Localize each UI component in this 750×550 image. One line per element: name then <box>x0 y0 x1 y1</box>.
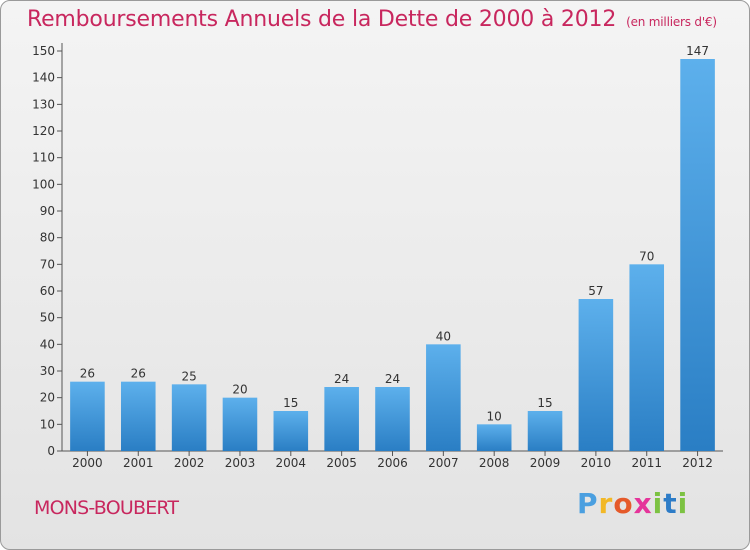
proxiti-logo: Proxiti <box>577 487 688 520</box>
logo-letter: o <box>613 487 634 520</box>
data-label: 57 <box>588 284 603 298</box>
y-tick-label: 130 <box>32 97 55 111</box>
data-label: 40 <box>436 329 451 343</box>
bar <box>426 344 461 451</box>
data-label: 70 <box>639 249 654 263</box>
bar <box>273 411 309 451</box>
data-label: 24 <box>334 372 349 386</box>
logo-letter: x <box>633 487 653 520</box>
bar <box>476 424 512 451</box>
y-tick-label: 60 <box>40 284 55 298</box>
x-tick-label: 2005 <box>326 456 357 470</box>
bar <box>375 387 410 451</box>
axes: 0 10 20 30 40 50 60 70 80 90 100 110 120 130 140 150 200… <box>32 43 723 470</box>
x-tick-label: 2009 <box>530 456 561 470</box>
x-tick-label: 2002 <box>174 456 205 470</box>
x-tick-label: 2011 <box>631 456 662 470</box>
bars <box>70 59 715 451</box>
data-label: 24 <box>385 372 400 386</box>
y-tick-label: 0 <box>47 444 55 458</box>
logo-letter: t <box>663 487 678 520</box>
bar <box>70 381 105 451</box>
chart-title: Remboursements Annuels de la Dette de 20… <box>27 7 717 32</box>
data-label: 15 <box>537 396 552 410</box>
y-tick-label: 50 <box>40 311 55 325</box>
x-tick-label: 2008 <box>479 456 510 470</box>
y-tick-label: 90 <box>40 204 55 218</box>
data-label: 20 <box>232 383 247 397</box>
chart-subtitle: (en milliers d'€) <box>626 15 717 29</box>
bar <box>578 299 614 451</box>
logo-letter: P <box>577 487 599 520</box>
data-label: 25 <box>181 369 196 383</box>
y-tick-label: 150 <box>32 44 55 58</box>
x-tick-label: 2007 <box>428 456 459 470</box>
bar <box>680 59 715 451</box>
x-tick-label: 2000 <box>72 456 103 470</box>
bar <box>527 411 563 451</box>
logo-letter: i <box>677 487 689 520</box>
bar <box>120 381 156 451</box>
data-label: 26 <box>131 367 146 381</box>
y-tick-label: 140 <box>32 71 55 85</box>
data-label: 15 <box>283 396 298 410</box>
data-label: 26 <box>80 367 95 381</box>
value-labels: 26 26 25 20 15 24 24 40 10 15 57 70 147 <box>80 44 709 423</box>
x-tick-label: 2004 <box>276 456 307 470</box>
x-tick-label: 2010 <box>581 456 612 470</box>
logo-letter: i <box>652 487 664 520</box>
y-tick-label: 20 <box>40 391 55 405</box>
commune-name: MONS-BOUBERT <box>34 497 179 519</box>
y-tick-label: 80 <box>40 231 55 245</box>
y-tick-label: 40 <box>40 337 55 351</box>
x-tick-label: 2001 <box>123 456 154 470</box>
bar <box>629 264 665 451</box>
y-tick-label: 110 <box>32 151 55 165</box>
x-tick-label: 2006 <box>377 456 408 470</box>
y-tick-label: 100 <box>32 177 55 191</box>
y-tick-label: 30 <box>40 364 55 378</box>
chart-title-text: Remboursements Annuels de la Dette de 20… <box>27 7 617 32</box>
y-tick-label: 10 <box>40 417 55 431</box>
bar <box>324 387 359 451</box>
data-label: 10 <box>487 409 502 423</box>
y-tick-label: 120 <box>32 124 55 138</box>
x-tick-label: 2012 <box>682 456 713 470</box>
logo-letter: r <box>598 487 614 520</box>
bar <box>222 397 258 451</box>
data-label: 147 <box>686 44 709 58</box>
bar <box>171 384 207 451</box>
y-tick-label: 70 <box>40 257 55 271</box>
x-tick-label: 2003 <box>225 456 256 470</box>
